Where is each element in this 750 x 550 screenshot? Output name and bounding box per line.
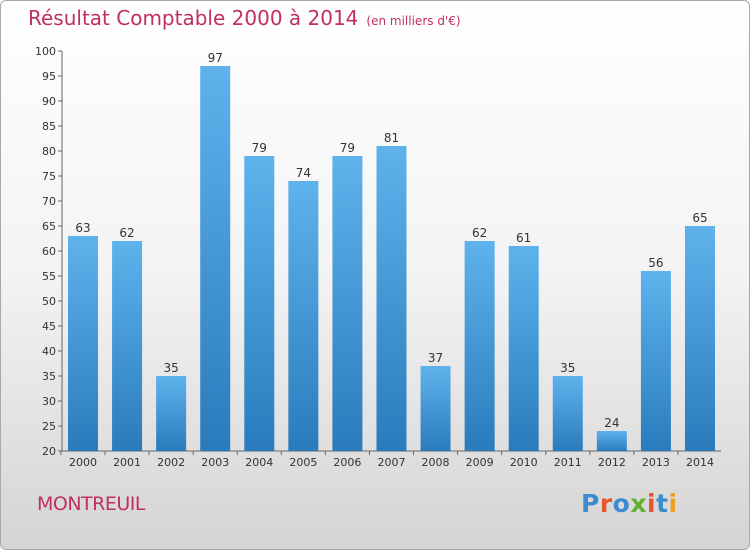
x-axis: 2000 2001 2002 2003 2004 2005 2006 2007 2008 2009…	[60, 450, 721, 469]
bar-2008	[420, 366, 451, 451]
data-label-2011: 35	[560, 361, 575, 375]
data-label-2013: 56	[648, 256, 663, 270]
x-tick-label: 2008	[422, 456, 450, 469]
x-tick-label: 2003	[201, 456, 229, 469]
x-tick-label: 2012	[598, 456, 626, 469]
data-label-2004: 79	[252, 141, 267, 155]
y-tick-label: 95	[42, 70, 56, 83]
logo-letter: i	[647, 489, 657, 518]
y-tick-label: 80	[42, 145, 56, 158]
x-tick-label: 2007	[377, 456, 405, 469]
data-label-2001: 62	[119, 226, 134, 240]
bar-2002	[156, 376, 187, 451]
bar-2011	[552, 376, 583, 451]
x-tick-label: 2004	[245, 456, 273, 469]
bars	[68, 66, 715, 451]
x-tick-label: 2011	[554, 456, 582, 469]
title-text: Résultat Comptable 2000 à 2014	[28, 6, 359, 30]
x-tick-label: 2001	[113, 456, 141, 469]
bar-2004	[244, 156, 275, 451]
logo-letter: o	[612, 489, 631, 518]
bar-2006	[332, 156, 363, 451]
y-tick-label: 55	[42, 270, 56, 283]
bar-2009	[464, 241, 495, 451]
y-tick-label: 70	[42, 195, 56, 208]
bar-2012	[596, 431, 627, 451]
y-tick-label: 35	[42, 370, 56, 383]
y-tick-label: 50	[42, 295, 56, 308]
chart-title: Résultat Comptable 2000 à 2014 (en millie…	[28, 6, 461, 30]
data-labels: 63 62 35 97 79 74 79 81 37 62 61 35 24 56 65	[75, 51, 707, 430]
y-tick-label: 75	[42, 170, 56, 183]
x-tick-label: 2009	[466, 456, 494, 469]
data-label-2010: 61	[516, 231, 531, 245]
data-label-2009: 62	[472, 226, 487, 240]
unit-note: (en milliers d'€)	[366, 14, 461, 28]
y-tick-label: 45	[42, 320, 56, 333]
y-tick-label: 85	[42, 120, 56, 133]
x-tick-label: 2005	[289, 456, 317, 469]
y-tick-label: 30	[42, 395, 56, 408]
bar-2000	[68, 236, 98, 451]
proxiti-logo[interactable]: Proxiti	[581, 489, 678, 518]
y-tick-label: 60	[42, 245, 56, 258]
x-tick-label: 2010	[510, 456, 538, 469]
y-tick-label: 100	[35, 45, 56, 58]
data-label-2006: 79	[340, 141, 355, 155]
data-label-2012: 24	[604, 416, 619, 430]
bar-2013	[640, 271, 671, 451]
data-label-2005: 74	[296, 166, 311, 180]
data-label-2014: 65	[692, 211, 707, 225]
y-tick-label: 40	[42, 345, 56, 358]
city-name: MONTREUIL	[37, 493, 145, 515]
x-tick-label: 2014	[686, 456, 714, 469]
bar-2001	[112, 241, 143, 451]
y-axis: 20 25 30 35 40 45 50 55 60 65 70 75 80 85 90 95 100	[35, 45, 63, 458]
x-tick-label: 2013	[642, 456, 670, 469]
logo-letter: i	[668, 489, 678, 518]
data-label-2002: 35	[163, 361, 178, 375]
bar-2003	[200, 66, 231, 451]
x-tick-label: 2006	[333, 456, 361, 469]
y-tick-label: 20	[42, 445, 56, 458]
data-label-2003: 97	[208, 51, 223, 65]
y-tick-label: 25	[42, 420, 56, 433]
logo-letter: P	[581, 489, 600, 518]
bar-2007	[376, 146, 407, 451]
bar-2014	[684, 226, 715, 451]
x-tick-label: 2002	[157, 456, 185, 469]
x-tick-label: 2000	[69, 456, 97, 469]
logo-letter: x	[630, 489, 647, 518]
bar-2005	[288, 181, 319, 451]
data-label-2000: 63	[75, 221, 90, 235]
data-label-2007: 81	[384, 131, 399, 145]
logo-letter: t	[656, 489, 669, 518]
data-label-2008: 37	[428, 351, 443, 365]
y-tick-label: 90	[42, 95, 56, 108]
logo-letter: r	[599, 489, 613, 518]
y-tick-label: 65	[42, 220, 56, 233]
bar-2010	[508, 246, 539, 451]
